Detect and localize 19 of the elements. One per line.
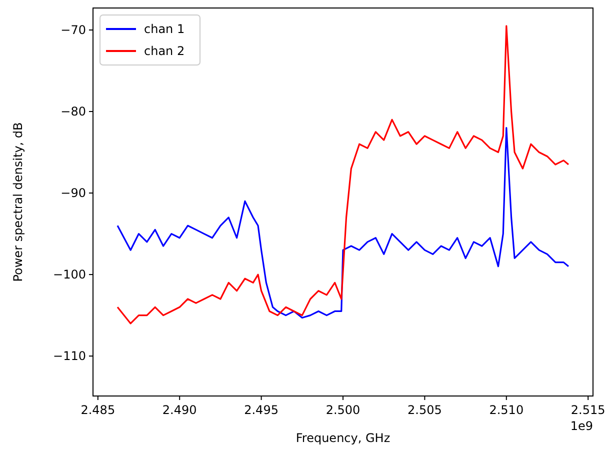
legend-label: chan 1 [144,22,185,36]
x-tick-label: 2.495 [244,403,278,417]
y-tick-label: −100 [53,268,86,282]
y-tick-label: −110 [53,349,86,364]
y-tick-label: −90 [60,186,86,200]
x-tick-label: 2.500 [326,403,360,417]
y-axis-title: Power spectral density, dB [11,122,25,282]
legend-label: chan 2 [144,44,185,58]
x-tick-label: 2.515 [570,403,606,417]
x-tick-label: 2.510 [489,403,524,417]
x-axis-title: Frequency, GHz [296,431,390,445]
x-tick-label: 2.490 [162,403,197,417]
y-tick-label: −70 [60,23,86,38]
line-series [116,127,570,319]
x-tick-label: 2.485 [80,403,116,417]
y-tick-label: −80 [60,104,86,119]
x-tick-label: 2.505 [408,403,442,417]
text: 1e9 [570,419,593,433]
line-series [116,25,570,324]
